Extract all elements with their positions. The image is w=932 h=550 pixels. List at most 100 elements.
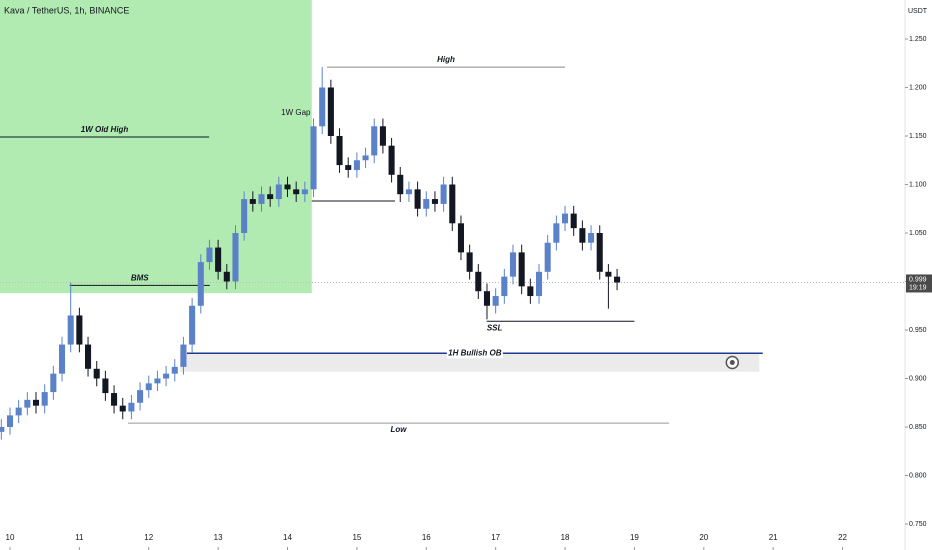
candle-body (128, 402, 135, 412)
y-tick-label: 0.950 (909, 327, 927, 334)
y-tick-label: 1.200 (909, 84, 927, 91)
candle-body (58, 344, 66, 374)
annotation-label: 1W Old High (81, 125, 129, 134)
candle-body (518, 252, 525, 287)
y-tick-label: 1.100 (909, 181, 927, 188)
candle-body (535, 271, 543, 297)
candle-body (258, 194, 265, 204)
candle-body (431, 199, 438, 204)
candle-body (561, 213, 569, 224)
x-tick-label: 15 (352, 533, 361, 542)
x-tick-label: 21 (769, 533, 778, 542)
plot-area: 1W Old High BMS High SSL 1H Bullish OB Low 1W … (0, 0, 905, 440)
candle-body (327, 87, 334, 136)
countdown: 19:19 (909, 284, 927, 291)
candle-body (492, 296, 499, 306)
x-tick-label: 13 (214, 533, 223, 542)
candle-body (388, 145, 395, 175)
candle-body (301, 189, 308, 195)
candle-body (85, 344, 92, 369)
candle-body (483, 291, 491, 306)
candle-body (249, 199, 256, 204)
annotation-label: High (437, 55, 455, 64)
candle-body (336, 135, 343, 166)
x-tick-label: 18 (561, 533, 570, 542)
candle-body (102, 378, 109, 394)
y-tick-label: 0.900 (909, 375, 927, 382)
candle-body (154, 378, 161, 384)
candle-body (6, 415, 14, 428)
candle-body (353, 160, 360, 170)
candle-body (414, 189, 421, 209)
price-label-bg (906, 274, 932, 293)
candle-body (362, 155, 369, 161)
candle-body (24, 399, 31, 408)
y-tick-label: 1.250 (909, 36, 927, 43)
candle-body (275, 184, 282, 200)
y-tick-label: 1.050 (909, 230, 927, 237)
x-tick-label: 22 (838, 533, 847, 542)
candle-body (527, 286, 534, 297)
y-tick-label: 0.750 (909, 521, 927, 528)
x-tick-label: 14 (283, 533, 292, 542)
candle-body (284, 184, 291, 190)
candle-body (145, 383, 152, 391)
candle-body (76, 315, 83, 345)
candle-body (596, 232, 603, 272)
candle-body (0, 427, 5, 432)
candle-body (475, 271, 482, 292)
candle-body (553, 223, 560, 243)
y-tick-label: 0.850 (909, 424, 927, 431)
alert-icon (725, 355, 740, 370)
candle-body (605, 271, 612, 277)
candle-body (180, 344, 187, 367)
x-tick-label: 20 (699, 533, 708, 542)
x-tick-label: 17 (491, 533, 500, 542)
candle-body (15, 407, 22, 416)
x-tick-label: 11 (75, 533, 84, 542)
candle-body (397, 174, 404, 195)
candle-body (371, 126, 378, 156)
candle-body (50, 373, 57, 393)
x-tick-label: 10 (6, 533, 15, 542)
candle-body (588, 232, 595, 243)
chart-title: Kava / TetherUS, 1h, BINANCE (4, 5, 129, 15)
candle-body (466, 252, 473, 272)
candle-body (379, 126, 386, 146)
annotation-note: 1W Gap (281, 108, 311, 117)
annotation-label: Low (391, 425, 408, 434)
label-bg (446, 348, 503, 359)
candle-body (32, 399, 40, 406)
candle-body (189, 305, 196, 345)
x-tick-label: 16 (422, 533, 431, 542)
annotation-label: SSL (487, 323, 503, 332)
candle-body (405, 189, 412, 195)
candle-body (345, 165, 352, 170)
candle-body (457, 223, 464, 253)
candle-body (509, 252, 517, 277)
candle-body (293, 189, 300, 195)
y-unit: USDT (908, 8, 928, 15)
y-tick-label: 1.150 (909, 133, 927, 140)
candle-body (67, 315, 74, 345)
price-label: 0.999 (909, 276, 927, 283)
candle-body (137, 390, 144, 403)
candle-body (267, 194, 274, 200)
icon-dot (729, 359, 735, 365)
zone (0, 0, 312, 294)
x-tick-label: 12 (144, 533, 153, 542)
y-tick-label: 0.800 (909, 472, 927, 479)
candle-body (206, 247, 213, 263)
candle-body (241, 199, 248, 233)
zone (179, 353, 760, 372)
candle-body (423, 199, 430, 209)
candle-body (570, 213, 577, 229)
candle-body (171, 366, 178, 374)
x-tick-label: 19 (630, 533, 639, 542)
candle-body (93, 368, 100, 379)
candle-body (41, 392, 48, 406)
candle-body (544, 242, 551, 272)
candle-body (614, 276, 621, 283)
candle-body (310, 126, 317, 190)
